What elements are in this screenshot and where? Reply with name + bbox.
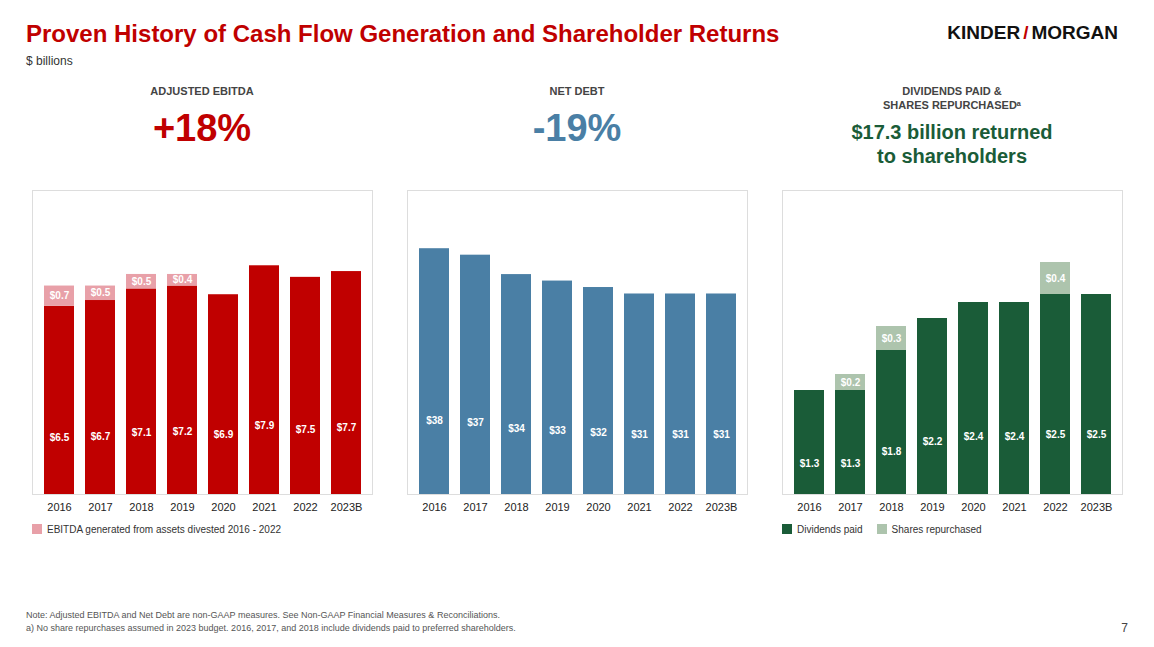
html-text:Proven History of Cash Flow Ge: Proven History of Cash Flow Generation a…: [26, 20, 780, 47]
html-text:+18%: +18%: [152, 107, 252, 149]
svg-text:$7.9: $7.9: [255, 420, 275, 431]
svg-text:$6.5: $6.5: [50, 432, 70, 443]
html-text:$ billions: $ billions: [26, 54, 73, 68]
svg-text:2018: 2018: [879, 501, 903, 513]
svg-text:$0.5: $0.5: [132, 276, 152, 287]
html-text:a) No share repurchases assume: a) No share repurchases assumed in 2023 …: [26, 623, 516, 633]
html-text:ADJUSTED EBITDA: ADJUSTED EBITDA: [150, 85, 254, 97]
svg-text:$6.7: $6.7: [91, 431, 111, 442]
svg-text:2017: 2017: [88, 501, 112, 513]
svg-text:2022: 2022: [293, 501, 317, 513]
svg-text:$2.5: $2.5: [1046, 429, 1066, 440]
svg-text:$0.4: $0.4: [1046, 273, 1066, 284]
html-text:7: 7: [1121, 621, 1128, 635]
svg-text:2019: 2019: [920, 501, 944, 513]
html-text:Dividends paid: Dividends paid: [797, 524, 863, 535]
svg-text:$1.3: $1.3: [800, 458, 820, 469]
svg-text:2017: 2017: [838, 501, 862, 513]
html-text:$17.3 billion returned: $17.3 billion returned: [851, 121, 1053, 143]
svg-text:2023B: 2023B: [331, 501, 363, 513]
svg-text:2018: 2018: [504, 501, 528, 513]
svg-text:$32: $32: [590, 427, 607, 438]
svg-text:2019: 2019: [170, 501, 194, 513]
html-text:to shareholders: to shareholders: [877, 145, 1027, 167]
html-text:NET DEBT: NET DEBT: [549, 85, 605, 97]
svg-text:2020: 2020: [586, 501, 610, 513]
html-text:-19%: -19%: [532, 107, 622, 149]
svg-text:$7.1: $7.1: [132, 427, 152, 438]
svg-text:$0.5: $0.5: [91, 287, 111, 298]
html-text:EBITDA generated from assets d: EBITDA generated from assets divested 20…: [47, 524, 281, 535]
svg-text:$31: $31: [713, 429, 730, 440]
svg-text:$7.7: $7.7: [337, 422, 357, 433]
svg-text:$37: $37: [467, 417, 484, 428]
svg-text:2016: 2016: [797, 501, 821, 513]
svg-text:$0.2: $0.2: [841, 377, 861, 388]
svg-text:2016: 2016: [422, 501, 446, 513]
svg-text:2016: 2016: [47, 501, 71, 513]
html-text:Note: Adjusted EBITDA and Net: Note: Adjusted EBITDA and Net Debt are n…: [26, 610, 500, 620]
svg-text:$31: $31: [672, 429, 689, 440]
svg-text:$1.8: $1.8: [882, 446, 902, 457]
html-text:Shares repurchased: Shares repurchased: [891, 524, 982, 535]
svg-text:$31: $31: [631, 429, 648, 440]
svg-text:2020: 2020: [961, 501, 985, 513]
svg-text:2022: 2022: [668, 501, 692, 513]
html-text:DIVIDENDS PAID & SHARES REPURC: DIVIDENDS PAID & SHARES REPURCHASEDᵃ: [883, 85, 1021, 111]
svg-text:2017: 2017: [463, 501, 487, 513]
svg-text:$2.5: $2.5: [1087, 429, 1107, 440]
html-text:KINDER / MORGAN: KINDER / MORGAN: [947, 22, 1118, 43]
svg-text:$0.3: $0.3: [882, 333, 902, 344]
svg-text:$2.4: $2.4: [1005, 431, 1025, 442]
svg-text:2023B: 2023B: [706, 501, 738, 513]
svg-text:$1.3: $1.3: [841, 458, 861, 469]
svg-text:$2.4: $2.4: [964, 431, 984, 442]
svg-text:2021: 2021: [252, 501, 276, 513]
svg-text:2019: 2019: [545, 501, 569, 513]
svg-text:$0.4: $0.4: [173, 274, 193, 285]
svg-text:2018: 2018: [129, 501, 153, 513]
svg-text:2023B: 2023B: [1081, 501, 1113, 513]
svg-text:2020: 2020: [211, 501, 235, 513]
svg-text:$6.9: $6.9: [214, 429, 234, 440]
svg-text:$7.2: $7.2: [173, 426, 193, 437]
svg-text:$2.2: $2.2: [923, 436, 943, 447]
svg-text:2021: 2021: [1002, 501, 1026, 513]
svg-text:$34: $34: [508, 423, 525, 434]
svg-text:$7.5: $7.5: [296, 424, 316, 435]
svg-text:$38: $38: [426, 415, 443, 426]
svg-text:$33: $33: [549, 425, 566, 436]
svg-text:2022: 2022: [1043, 501, 1067, 513]
svg-text:$0.7: $0.7: [50, 290, 70, 301]
svg-text:2021: 2021: [627, 501, 651, 513]
